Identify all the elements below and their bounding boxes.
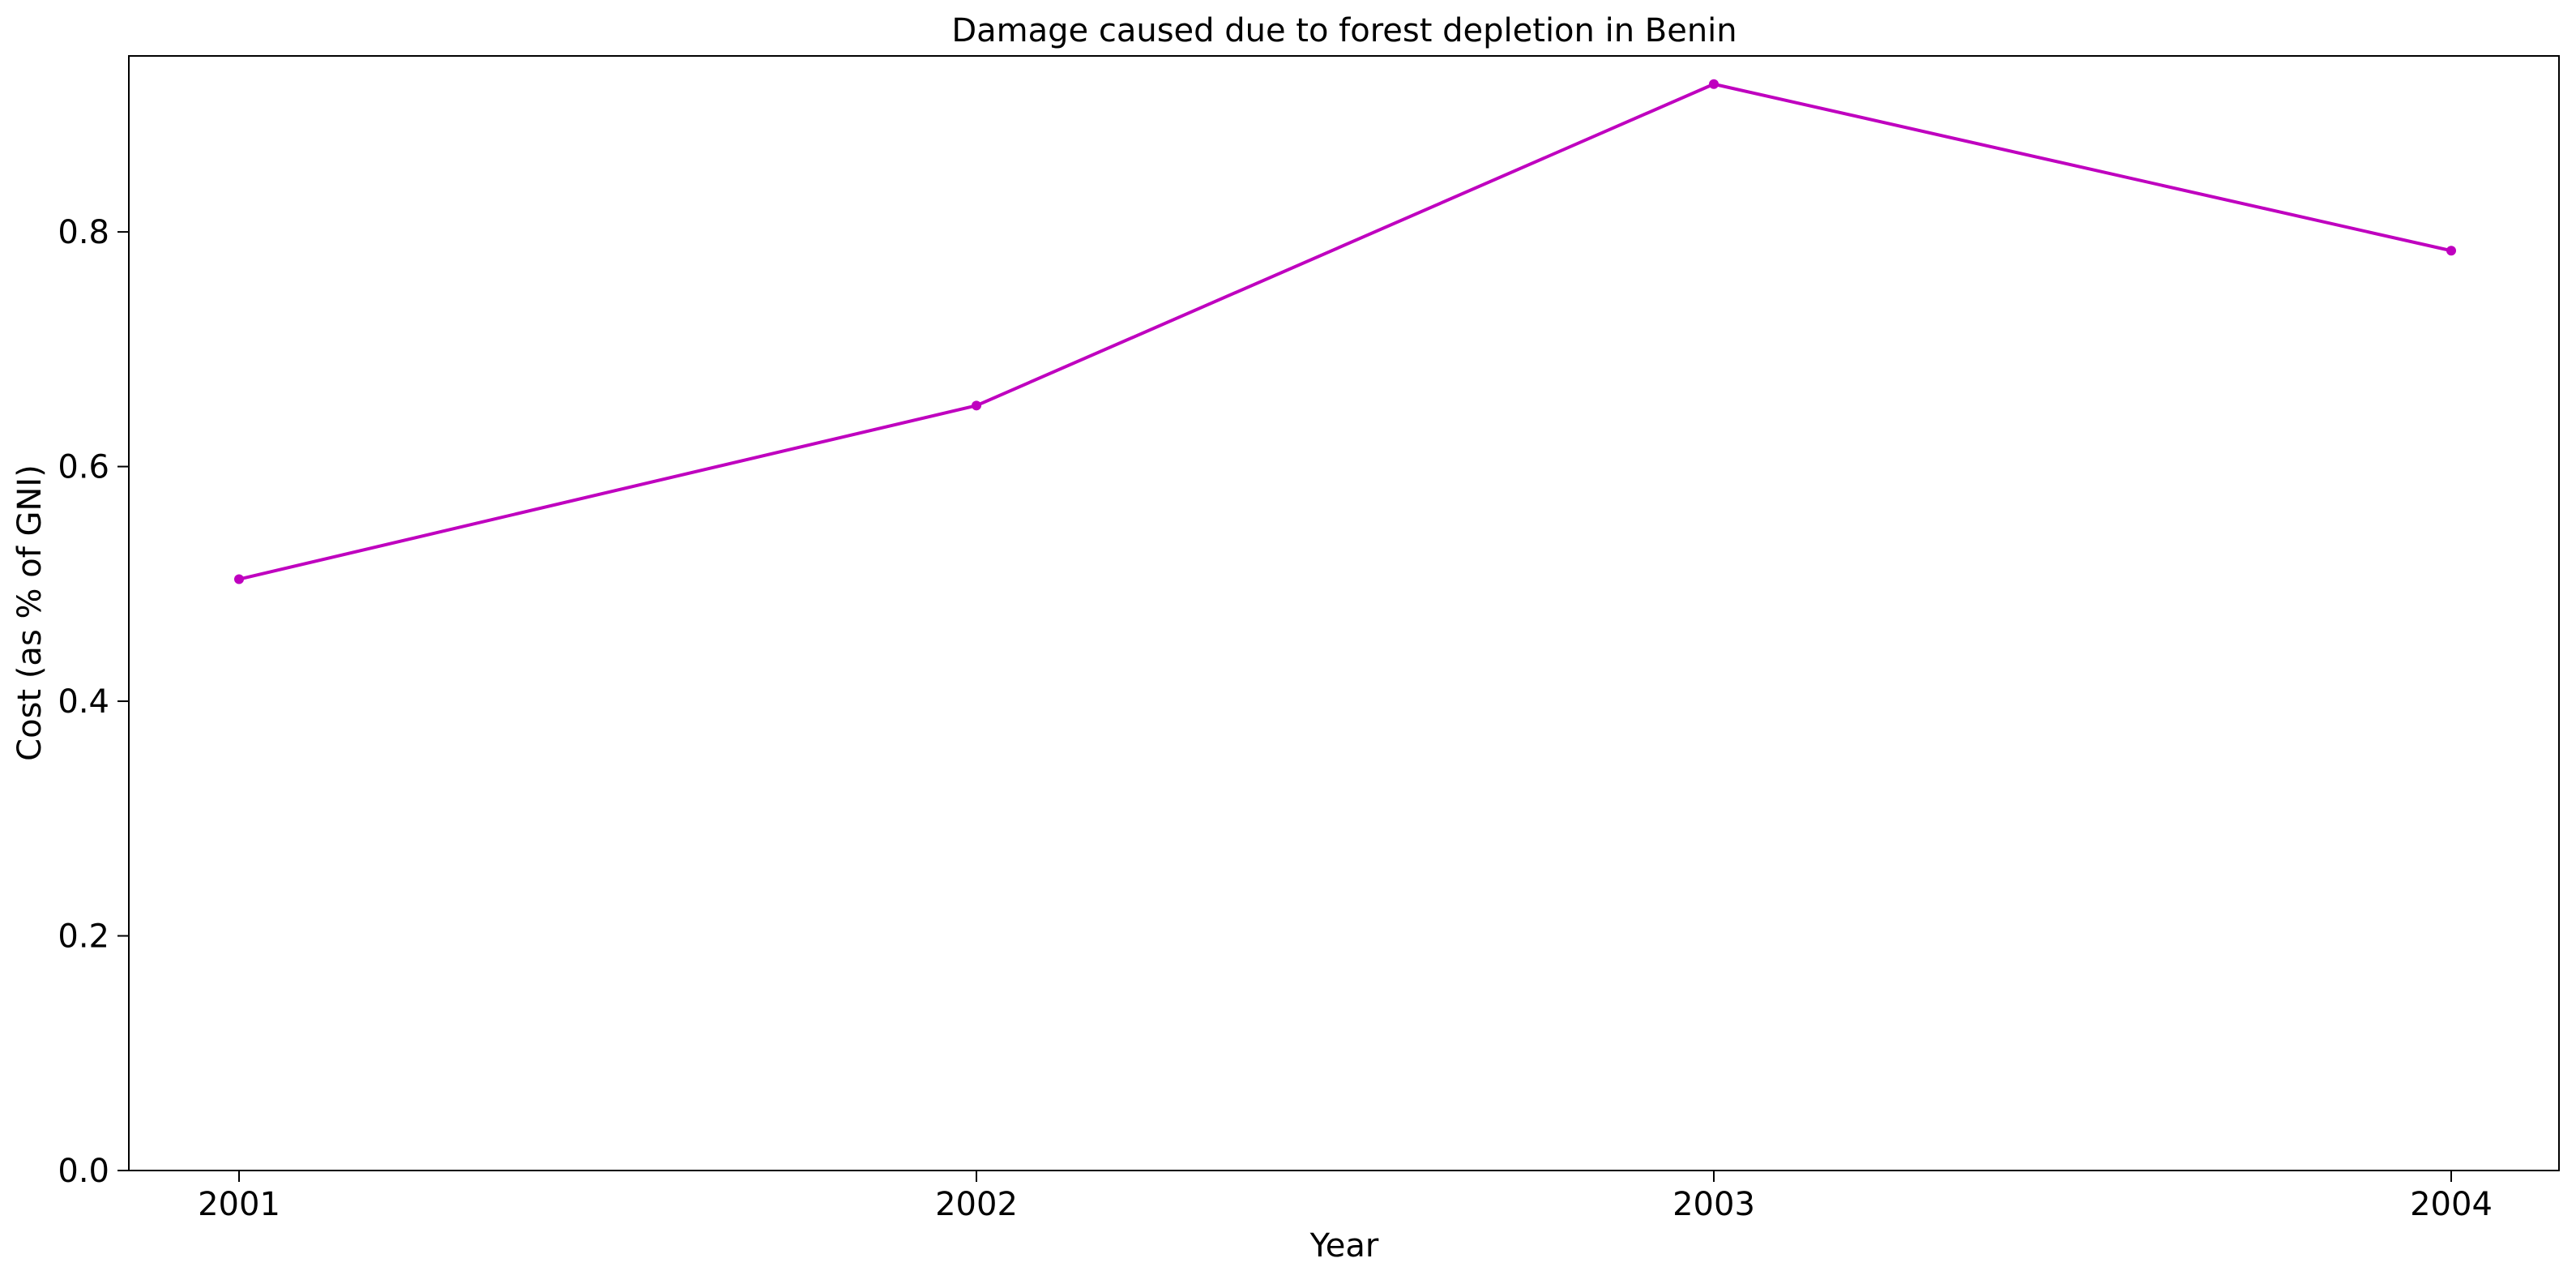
y-tick-label: 0.6 bbox=[58, 449, 109, 486]
x-tick-label: 2001 bbox=[198, 1186, 280, 1223]
chart-title: Damage caused due to forest depletion in… bbox=[951, 12, 1737, 49]
data-point bbox=[2446, 246, 2456, 256]
y-tick-label: 0.8 bbox=[58, 214, 109, 251]
plot-frame bbox=[128, 55, 2560, 1171]
plot-area bbox=[234, 79, 2456, 584]
data-point bbox=[1709, 79, 1719, 89]
x-axis: 2001 2002 2003 2004 bbox=[198, 1171, 2493, 1223]
x-tick-label: 2004 bbox=[2410, 1186, 2493, 1223]
x-tick-label: 2002 bbox=[935, 1186, 1018, 1223]
data-point bbox=[972, 400, 981, 411]
y-tick-label: 0.4 bbox=[58, 683, 109, 721]
y-axis-label: Cost (as % of GNI) bbox=[11, 464, 49, 761]
y-tick-label: 0.0 bbox=[58, 1153, 109, 1190]
y-axis: 0.0 0.2 0.4 0.6 0.8 bbox=[58, 214, 129, 1190]
data-point bbox=[234, 574, 244, 584]
x-axis-label: Year bbox=[1309, 1227, 1379, 1265]
x-tick-label: 2003 bbox=[1672, 1186, 1755, 1223]
y-tick-label: 0.2 bbox=[58, 918, 109, 956]
series-line bbox=[238, 82, 2452, 581]
